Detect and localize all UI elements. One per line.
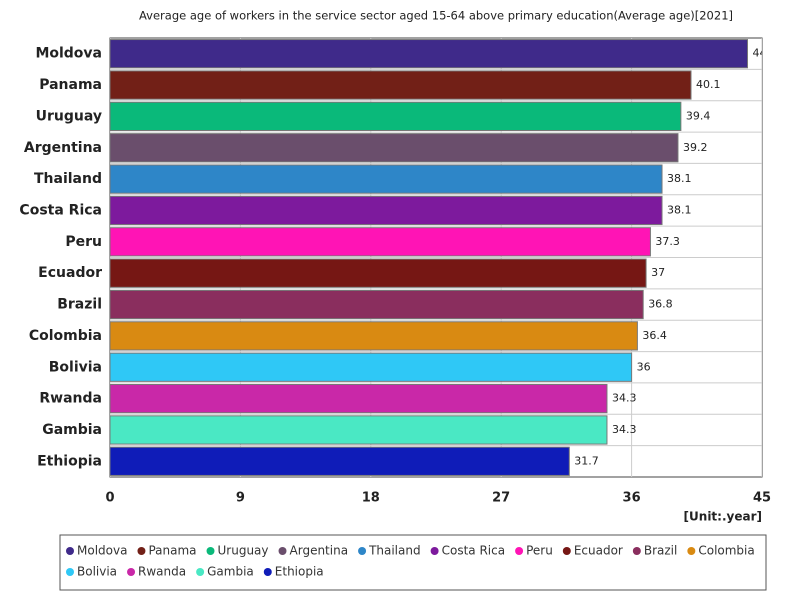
value-label: 34.3 [612,423,637,436]
bar [110,321,638,351]
value-label: 37.3 [655,235,680,248]
x-tick-label: 27 [492,491,510,506]
legend-label: Costa Rica [442,544,505,558]
y-tick-label: Ethiopia [37,453,102,469]
y-tick-label: Colombia [29,328,102,344]
legend-label: Bolivia [77,565,117,579]
value-label: 39.2 [683,141,708,154]
legend-label: Rwanda [138,565,186,579]
legend-marker [263,568,272,576]
x-tick-label: 0 [105,491,114,506]
legend-label: Argentina [290,544,349,558]
chart-title: Average age of workers in the service se… [139,9,733,23]
legend-marker [137,547,146,555]
legend-marker [66,568,74,576]
legend-label: Peru [526,544,553,558]
y-tick-label: Bolivia [49,359,102,375]
y-tick-label: Brazil [57,297,102,313]
legend-label: Moldova [77,544,127,558]
bar [110,289,644,320]
bar [110,101,682,132]
legend-label: Uruguay [218,544,269,558]
x-tick-label: 36 [623,491,641,506]
legend [59,534,767,591]
legend-marker [430,547,439,555]
bar [110,446,570,476]
y-tick-label: Rwanda [39,391,102,407]
y-tick-label: Argentina [24,140,102,156]
legend-label: Colombia [698,544,754,558]
value-label: 39.4 [686,109,711,122]
legend-label: Gambia [207,565,254,579]
bar [110,227,651,257]
value-label: 36.8 [648,298,673,311]
value-label: 44 [753,47,767,60]
legend-marker [358,547,367,555]
plot: 44 40.1 39.4 39.2 38.1 38.1 37.3 37 36.8 36.4 36 34… [110,38,767,477]
bar [110,415,608,445]
legend-marker [562,547,571,555]
y-tick-label: Peru [65,234,102,250]
value-label: 36 [637,360,651,373]
legend-label: Panama [148,544,196,558]
y-tick-label: Gambia [42,422,102,438]
legend-marker [206,547,215,555]
legend-marker [632,547,641,555]
bar [110,383,608,414]
y-tick-label: Costa Rica [19,202,102,218]
legend-label: Ethiopia [275,565,324,579]
value-label: 31.7 [574,454,599,467]
bar [110,164,663,194]
bar [110,195,663,226]
legend-marker [196,568,205,576]
unit-label: [Unit:.year] [684,510,762,524]
y-tick-label: Thailand [34,171,102,187]
bar [110,39,749,69]
legend-label: Brazil [644,544,678,558]
legend-marker [687,547,696,555]
bar [110,352,633,382]
legend-items: Moldova Panama Uruguay Argentina Thailand Cos… [66,544,755,579]
legend-marker [515,547,524,555]
legend-label: Ecuador [574,544,623,558]
value-label: 38.1 [667,203,692,216]
x-tick-label: 45 [753,491,771,506]
bar [110,258,647,288]
legend-marker [66,547,74,555]
legend-marker [278,547,287,555]
y-tick-label: Moldova [35,46,102,62]
x-tick-label: 9 [236,491,245,506]
bar [110,70,692,100]
y-tick-label: Panama [39,77,102,93]
bar [110,133,679,163]
value-label: 37 [651,266,665,279]
legend-label: Thailand [368,544,421,558]
value-label: 38.1 [667,172,692,185]
x-tick-label: 18 [362,491,380,506]
value-label: 40.1 [696,78,721,91]
legend-marker [127,568,136,576]
y-tick-label: Ecuador [38,265,102,281]
value-label: 36.4 [642,329,667,342]
y-tick-label: Uruguay [36,108,102,124]
value-label: 34.3 [612,392,637,405]
